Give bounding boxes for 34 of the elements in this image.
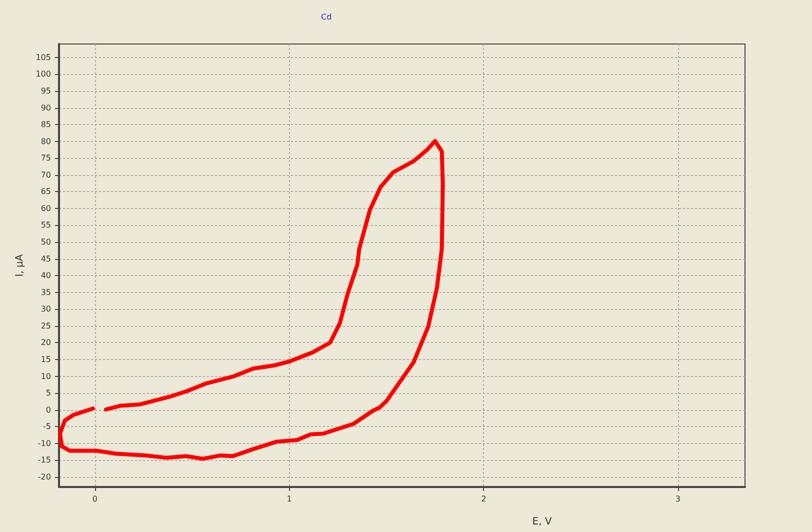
y-tick-label: -20 <box>38 472 51 482</box>
y-axis-title: I, µA <box>14 254 26 277</box>
y-tick-label: 25 <box>40 321 51 330</box>
y-tick-label: 15 <box>40 354 51 364</box>
x-tick-label: 3 <box>675 494 680 504</box>
y-tick-label: 45 <box>40 254 51 264</box>
y-tick-label: 55 <box>40 220 51 230</box>
y-tick-label: 105 <box>36 52 51 62</box>
y-tick-label: 75 <box>40 154 51 163</box>
y-tick-label: 5 <box>46 388 51 398</box>
y-tick-label: -10 <box>38 438 51 448</box>
y-tick-label: 65 <box>40 187 51 196</box>
x-tick-label: 1 <box>286 494 292 504</box>
y-tick-label: 30 <box>40 304 51 314</box>
y-tick-label: 95 <box>40 86 51 96</box>
y-tick-label: 60 <box>40 204 51 213</box>
y-tick-label: -15 <box>38 456 51 465</box>
y-tick-label: 0 <box>46 405 51 414</box>
y-tick-label: 85 <box>40 120 51 130</box>
y-tick-label: 35 <box>40 288 51 297</box>
y-tick-label: 90 <box>40 103 51 112</box>
y-tick-label: 70 <box>40 170 51 180</box>
x-axis-title: E, V <box>532 516 552 528</box>
y-tick-label: 80 <box>40 136 51 146</box>
x-tick-label: 0 <box>92 494 98 504</box>
line-series <box>58 138 445 461</box>
y-tick-label: 10 <box>40 372 51 381</box>
x-tick-label: 2 <box>481 494 486 504</box>
y-tick-label: 100 <box>36 70 51 79</box>
y-tick-label: 50 <box>40 238 51 247</box>
y-tick-label: 40 <box>40 271 51 280</box>
y-tick-label: -5 <box>43 422 51 432</box>
y-tick-label: 20 <box>40 338 51 348</box>
chart-title: Cd <box>321 12 332 22</box>
